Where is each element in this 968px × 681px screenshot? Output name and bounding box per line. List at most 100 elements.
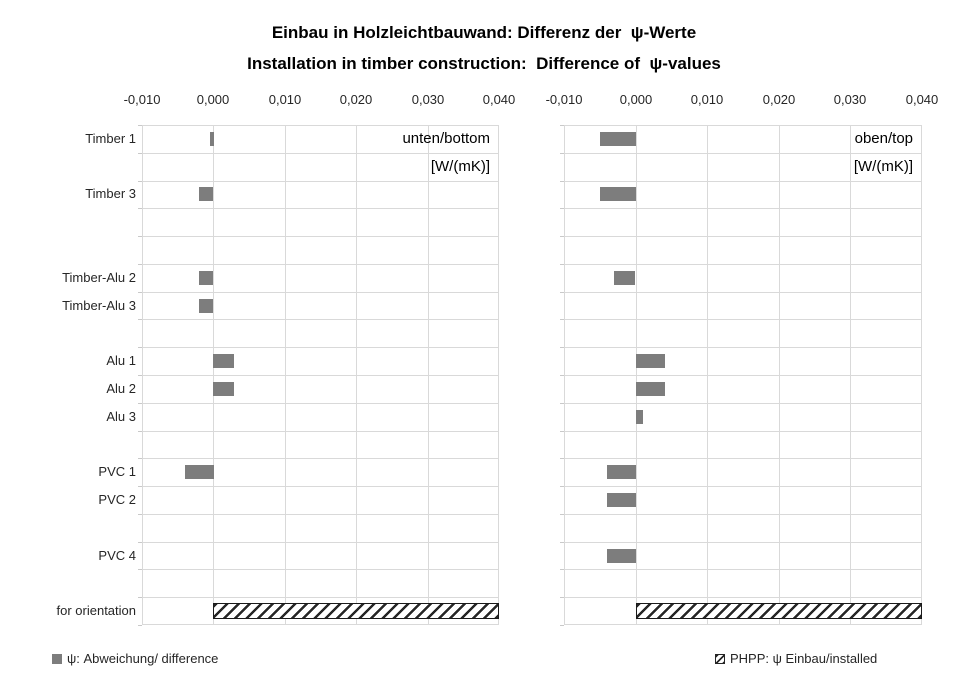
horizontal-gridline (142, 458, 499, 459)
x-axis-tick-label: 0,020 (339, 92, 373, 107)
category-label: Alu 3 (106, 409, 136, 424)
category-label: for orientation (56, 603, 137, 618)
horizontal-gridline (142, 236, 499, 237)
x-axis-tick-label: 0,000 (196, 92, 230, 107)
category-axis-tick (138, 292, 142, 293)
horizontal-gridline (564, 375, 922, 376)
gray-square-legend-marker (52, 653, 62, 664)
horizontal-gridline (142, 597, 499, 598)
category-axis-tick (138, 625, 142, 626)
category-axis-tick (560, 125, 564, 126)
category-axis-tick (138, 458, 142, 459)
horizontal-gridline (564, 181, 922, 182)
category-axis-tick (138, 486, 142, 487)
category-axis-tick (138, 431, 142, 432)
category-axis-tick (138, 514, 142, 515)
horizontal-gridline (564, 347, 922, 348)
legend-phpp: PHPP: ψ Einbau/installed (715, 651, 877, 666)
difference-bar (607, 493, 636, 507)
difference-bar (210, 132, 214, 146)
difference-bar (185, 465, 214, 479)
category-axis-tick (560, 431, 564, 432)
horizontal-gridline (564, 264, 922, 265)
difference-bar (600, 187, 636, 201)
x-axis-tick-label: 0,040 (482, 92, 516, 107)
category-label: Alu 2 (106, 381, 136, 396)
category-axis-tick (560, 208, 564, 209)
horizontal-gridline (142, 542, 499, 543)
x-axis-tick-label: 0,030 (833, 92, 867, 107)
category-label: Timber 1 (85, 131, 136, 146)
horizontal-gridline (142, 153, 499, 154)
panel-label: unten/bottom (402, 130, 490, 147)
category-axis-tick (560, 347, 564, 348)
category-label: PVC 4 (98, 548, 136, 563)
category-axis-tick (138, 375, 142, 376)
difference-bar (636, 410, 643, 424)
category-axis-tick (138, 597, 142, 598)
x-axis-tick-label: 0,030 (411, 92, 445, 107)
category-axis-tick (138, 125, 142, 126)
category-axis-tick (560, 625, 564, 626)
difference-bar (199, 187, 213, 201)
horizontal-gridline (142, 292, 499, 293)
category-label: PVC 1 (98, 464, 136, 479)
difference-bar (636, 354, 665, 368)
horizontal-gridline (564, 514, 922, 515)
horizontal-gridline (564, 597, 922, 598)
horizontal-gridline (142, 514, 499, 515)
category-axis-tick (560, 292, 564, 293)
horizontal-gridline (564, 319, 922, 320)
horizontal-gridline (564, 403, 922, 404)
unit-label: [W/(mK)] (430, 158, 490, 175)
category-axis-tick (560, 264, 564, 265)
difference-bar (607, 549, 636, 563)
legend-phpp-label: PHPP: ψ Einbau/installed (730, 651, 878, 666)
difference-bar (636, 382, 665, 396)
x-axis-tick-label: 0,020 (762, 92, 796, 107)
x-axis-tick-label: -0,010 (545, 92, 583, 107)
difference-bar (607, 465, 636, 479)
category-axis-tick (560, 181, 564, 182)
unit-label: [W/(mK)] (853, 158, 913, 175)
category-axis-tick (560, 597, 564, 598)
horizontal-gridline (564, 153, 922, 154)
phpp-hatched-bar (636, 603, 922, 619)
difference-bar (213, 382, 234, 396)
category-axis-tick (560, 153, 564, 154)
chart-title-english: Installation in timber construction: Dif… (247, 54, 721, 73)
category-axis-tick (560, 375, 564, 376)
panel-label: oben/top (854, 130, 913, 147)
category-axis-tick (560, 569, 564, 570)
category-axis-tick (138, 236, 142, 237)
horizontal-gridline (142, 319, 499, 320)
x-axis-tick-label: 0,000 (619, 92, 653, 107)
category-label: Timber-Alu 3 (62, 298, 136, 313)
category-label: Alu 1 (106, 353, 136, 368)
horizontal-gridline (564, 208, 922, 209)
difference-bar (199, 299, 213, 313)
category-label: PVC 2 (98, 492, 136, 507)
horizontal-gridline (564, 569, 922, 570)
horizontal-gridline (142, 347, 499, 348)
category-axis-tick (138, 208, 142, 209)
legend-difference-label: ψ: Abweichung/ difference (67, 651, 219, 666)
hatched-square-legend-marker (715, 653, 725, 664)
category-label: Timber-Alu 2 (62, 270, 136, 285)
category-axis-tick (138, 181, 142, 182)
category-axis-tick (138, 569, 142, 570)
difference-bar (199, 271, 213, 285)
horizontal-gridline (564, 431, 922, 432)
horizontal-gridline (142, 569, 499, 570)
phpp-hatched-bar (213, 603, 499, 619)
category-axis-tick (138, 319, 142, 320)
category-label: Timber 3 (85, 186, 136, 201)
horizontal-gridline (142, 431, 499, 432)
horizontal-gridline (142, 181, 499, 182)
category-axis-tick (560, 403, 564, 404)
x-axis-tick-label: -0,010 (123, 92, 161, 107)
x-axis-tick-label: 0,010 (690, 92, 724, 107)
